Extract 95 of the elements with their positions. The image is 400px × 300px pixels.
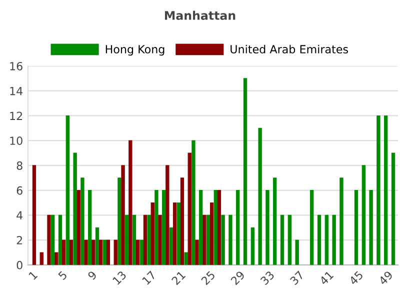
bar xyxy=(250,227,254,265)
y-tick-label: 12 xyxy=(10,112,22,120)
bar xyxy=(176,202,180,265)
y-tick-label: 4 xyxy=(16,211,23,220)
bar xyxy=(76,190,80,265)
bar xyxy=(106,240,110,265)
bar xyxy=(169,227,174,265)
x-tick-label: 33 xyxy=(260,270,275,286)
bar xyxy=(295,240,299,265)
bar xyxy=(102,240,106,265)
bar xyxy=(54,252,58,265)
bar xyxy=(154,190,158,265)
bar xyxy=(143,214,148,265)
bar xyxy=(172,202,177,265)
x-tick-label: 5 xyxy=(58,270,68,280)
bar xyxy=(236,190,240,265)
bar xyxy=(47,214,51,265)
y-tick-label: 10 xyxy=(10,136,22,145)
bar xyxy=(180,178,184,265)
x-tick-label: 17 xyxy=(142,270,156,285)
bar xyxy=(217,190,222,265)
bar xyxy=(95,227,100,265)
bar xyxy=(266,190,270,265)
bar xyxy=(166,165,170,265)
bar xyxy=(121,165,125,265)
x-tick-label: 25 xyxy=(200,270,216,286)
legend-label: United Arab Emirates xyxy=(230,44,348,54)
bar xyxy=(280,214,284,265)
x-tick-label: 21 xyxy=(171,270,186,286)
bar xyxy=(258,128,262,265)
bar xyxy=(376,115,380,265)
bar xyxy=(40,252,44,265)
bar xyxy=(188,152,192,265)
x-tick-label: 41 xyxy=(319,270,334,286)
bar xyxy=(214,190,218,265)
x-tick-label: 13 xyxy=(112,270,127,285)
bar xyxy=(66,115,70,265)
bar xyxy=(199,190,203,265)
bar xyxy=(210,202,214,265)
bar xyxy=(384,115,388,265)
bar xyxy=(92,240,96,265)
bar xyxy=(158,214,162,265)
bar xyxy=(136,240,140,265)
bar xyxy=(84,240,88,265)
bar xyxy=(62,240,66,265)
bar xyxy=(195,240,199,265)
bar xyxy=(369,190,373,265)
bar xyxy=(140,240,144,265)
bar xyxy=(362,165,366,265)
y-tick-label: 8 xyxy=(16,161,22,170)
bar xyxy=(391,152,396,265)
bar xyxy=(340,178,344,265)
bar xyxy=(118,178,122,265)
y-tick-label: 16 xyxy=(10,62,22,70)
y-tick-label: 14 xyxy=(10,86,23,96)
x-tick-label: 1 xyxy=(28,270,38,280)
x-tick-label: 29 xyxy=(230,270,246,286)
bar xyxy=(202,214,206,265)
x-tick-label: 9 xyxy=(87,270,98,280)
bar xyxy=(221,214,225,265)
bar xyxy=(58,214,62,265)
x-tick-label: 45 xyxy=(348,270,364,286)
bar xyxy=(228,214,232,265)
bar xyxy=(206,214,210,265)
bar xyxy=(150,202,154,265)
bar xyxy=(243,78,248,265)
legend-label: Hong Kong xyxy=(106,45,164,56)
bar xyxy=(88,190,92,265)
bar xyxy=(354,190,358,265)
bar xyxy=(114,240,118,265)
bar xyxy=(147,214,151,265)
chart-title: Manhattan xyxy=(165,10,236,20)
bar xyxy=(310,190,314,265)
y-tick-label: 0 xyxy=(16,260,22,270)
bar xyxy=(332,214,336,265)
bar xyxy=(162,190,166,265)
bar xyxy=(98,240,103,265)
bar xyxy=(125,214,129,265)
bar xyxy=(184,252,188,265)
bar xyxy=(128,140,132,265)
bar xyxy=(32,165,36,265)
bar xyxy=(317,214,322,265)
x-tick-label: 49 xyxy=(378,270,394,286)
y-tick-label: 2 xyxy=(16,236,22,244)
y-tick-label: 6 xyxy=(16,186,22,195)
bar xyxy=(288,214,292,265)
bar xyxy=(324,214,328,265)
bar xyxy=(51,214,55,265)
bar xyxy=(69,240,74,265)
bar xyxy=(80,178,84,265)
x-tick-label: 37 xyxy=(290,270,304,286)
bar xyxy=(132,214,136,265)
bar xyxy=(273,178,277,265)
bar xyxy=(192,140,196,265)
bar xyxy=(73,152,77,265)
